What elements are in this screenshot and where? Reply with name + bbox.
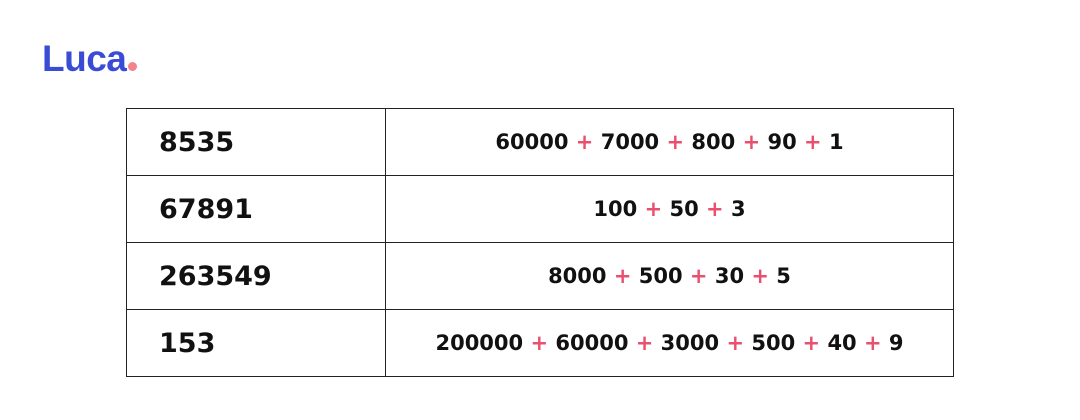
plus-sign: + [802, 331, 821, 355]
place-value-term: 500 [638, 264, 683, 288]
table-row: 153 200000 + 60000 + 3000 + 500 + 40 + 9 [126, 309, 954, 377]
table-row: 8535 60000 + 7000 + 800 + 90 + 1 [126, 108, 954, 176]
plus-sign: + [706, 197, 724, 221]
plus-sign: + [751, 264, 769, 288]
expanded-form-table: 8535 60000 + 7000 + 800 + 90 + 1 67891 100 … [126, 108, 954, 377]
place-value-term: 5 [776, 264, 791, 288]
expansion-cell: 60000 + 7000 + 800 + 90 + 1 [385, 108, 954, 176]
place-value-term: 500 [751, 331, 796, 355]
place-value-term: 100 [593, 197, 638, 221]
plus-sign: + [742, 130, 761, 154]
place-value-term: 50 [669, 197, 699, 221]
place-value-term: 60000 [555, 331, 629, 355]
plus-sign: + [726, 331, 745, 355]
plus-sign: + [863, 331, 882, 355]
expansion-cell: 200000 + 60000 + 3000 + 500 + 40 + 9 [385, 309, 954, 377]
plus-sign: + [644, 197, 663, 221]
plus-sign: + [530, 331, 549, 355]
table-row: 263549 8000 + 500 + 30 + 5 [126, 242, 954, 310]
number-cell: 67891 [126, 175, 386, 243]
plus-sign: + [804, 130, 822, 154]
plus-sign: + [575, 130, 594, 154]
expansion-cell: 100 + 50 + 3 [385, 175, 954, 243]
place-value-term: 800 [691, 130, 736, 154]
place-value-term: 60000 [495, 130, 569, 154]
place-value-term: 1 [828, 130, 844, 154]
table-row: 67891 100 + 50 + 3 [126, 175, 954, 243]
place-value-term: 200000 [435, 331, 524, 355]
place-value-term: 8000 [548, 264, 607, 288]
place-value-term: 7000 [600, 130, 660, 154]
number-cell: 153 [126, 309, 386, 377]
plus-sign: + [613, 264, 632, 288]
plus-sign: + [666, 130, 685, 154]
place-value-term: 3000 [660, 331, 720, 355]
logo-text: Luca [42, 38, 127, 79]
logo-dot [128, 62, 138, 71]
place-value-term: 40 [827, 331, 857, 355]
plus-sign: + [635, 331, 654, 355]
luca-logo: Luca [42, 38, 138, 80]
place-value-term: 90 [767, 130, 797, 154]
number-cell: 263549 [126, 242, 386, 310]
place-value-term: 9 [888, 331, 904, 355]
number-cell: 8535 [126, 108, 386, 176]
place-value-term: 30 [714, 264, 745, 288]
plus-sign: + [689, 264, 708, 288]
place-value-term: 3 [730, 197, 746, 221]
expansion-cell: 8000 + 500 + 30 + 5 [385, 242, 954, 310]
